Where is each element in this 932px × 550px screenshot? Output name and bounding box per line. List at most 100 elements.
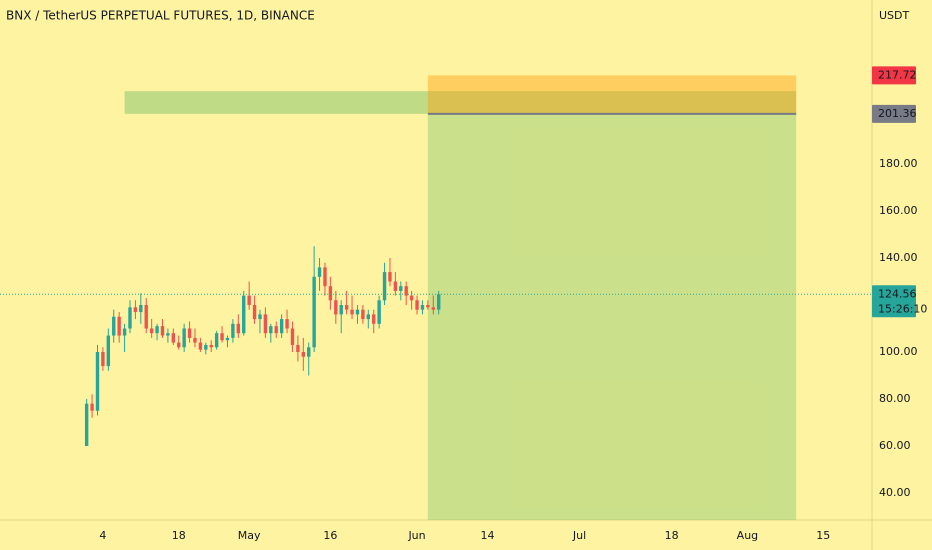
candle-body bbox=[372, 314, 376, 324]
candle-body bbox=[328, 286, 333, 301]
candle-body bbox=[122, 328, 127, 336]
candle-body bbox=[269, 326, 273, 334]
candle-body bbox=[236, 323, 241, 334]
candle-body bbox=[187, 328, 192, 338]
candle-body bbox=[160, 326, 165, 336]
candle-body bbox=[377, 300, 381, 324]
candle-body bbox=[279, 319, 284, 334]
candle-body bbox=[366, 314, 370, 320]
candle-body bbox=[214, 333, 219, 348]
candle-body bbox=[193, 337, 197, 343]
x-tick-label: May bbox=[238, 529, 261, 542]
candle-body bbox=[155, 326, 159, 334]
candle-body bbox=[209, 344, 213, 348]
candle-body bbox=[106, 335, 111, 367]
last-price-label: 124.56 bbox=[878, 287, 917, 300]
candle-body bbox=[382, 272, 387, 301]
candle-body bbox=[361, 309, 365, 320]
candle-body bbox=[415, 300, 419, 310]
candle-body bbox=[95, 351, 100, 411]
rectangle-zone bbox=[124, 91, 797, 114]
x-tick-label: 16 bbox=[323, 529, 337, 542]
candle-body bbox=[133, 307, 138, 313]
candle-body bbox=[242, 295, 246, 334]
candle-body bbox=[290, 328, 295, 345]
stop-zone bbox=[427, 75, 797, 114]
candle-body bbox=[420, 304, 425, 310]
stop-price-label: 217.72 bbox=[878, 68, 917, 81]
candle-body bbox=[274, 326, 278, 334]
candle-body bbox=[296, 344, 300, 352]
chart-title: BNX / TetherUS PERPETUAL FUTURES, 1D, BI… bbox=[6, 9, 315, 23]
x-tick-label: 15 bbox=[816, 529, 830, 542]
y-tick-label: 140.00 bbox=[879, 251, 918, 264]
y-tick-label: 100.00 bbox=[879, 345, 918, 358]
x-tick-label: Jun bbox=[407, 529, 425, 542]
y-tick-label: 80.00 bbox=[879, 392, 911, 405]
candle-body bbox=[431, 307, 435, 310]
y-tick-label: 160.00 bbox=[879, 204, 918, 217]
candle-body bbox=[128, 307, 132, 329]
candle-body bbox=[177, 342, 181, 348]
x-tick-label: 14 bbox=[480, 529, 494, 542]
entry-price-label: 201.36 bbox=[878, 107, 917, 120]
candle-body bbox=[285, 319, 289, 329]
candle-body bbox=[317, 267, 322, 277]
target-zone bbox=[427, 113, 797, 520]
candle-body bbox=[231, 323, 235, 338]
candle-body bbox=[426, 304, 430, 308]
y-tick-label: 60.00 bbox=[879, 439, 911, 452]
candle-body bbox=[409, 295, 414, 301]
y-tick-label: 180.00 bbox=[879, 157, 918, 170]
candle-body bbox=[252, 304, 257, 320]
last-price-label-bg bbox=[872, 285, 916, 318]
x-tick-label: 18 bbox=[665, 529, 679, 542]
candle-body bbox=[198, 342, 203, 350]
candle-body bbox=[84, 403, 89, 446]
candle-body bbox=[323, 267, 327, 287]
countdown-label: 15:26:10 bbox=[878, 302, 927, 315]
candle-body bbox=[166, 333, 170, 336]
candle-body bbox=[301, 351, 306, 357]
x-tick-label: Aug bbox=[737, 529, 758, 542]
candle-body bbox=[117, 316, 121, 336]
x-tick-label: 4 bbox=[99, 529, 106, 542]
candle-body bbox=[355, 309, 360, 315]
currency-label: USDT bbox=[879, 9, 910, 22]
candle-body bbox=[139, 304, 143, 313]
candle-body bbox=[404, 286, 408, 296]
candle-body bbox=[350, 309, 354, 315]
x-tick-label: Jul bbox=[572, 529, 586, 542]
candle-body bbox=[344, 304, 349, 310]
candle-body bbox=[101, 351, 105, 367]
stop-price-label-bg bbox=[872, 66, 916, 85]
candle-body bbox=[149, 328, 154, 334]
candle-body bbox=[204, 344, 208, 350]
candle-body bbox=[393, 281, 398, 291]
candle-body bbox=[112, 316, 116, 336]
candle-body bbox=[144, 304, 148, 329]
candles bbox=[84, 246, 441, 446]
candle-body bbox=[388, 272, 392, 282]
zones bbox=[124, 75, 797, 520]
candle-body bbox=[225, 337, 230, 341]
candle-body bbox=[334, 300, 338, 315]
candle-body bbox=[312, 276, 316, 348]
candle-body bbox=[263, 314, 268, 334]
candle-body bbox=[399, 286, 403, 291]
entry-price-label-bg bbox=[872, 104, 916, 123]
candle-body bbox=[247, 295, 251, 305]
y-tick-label: 40.00 bbox=[879, 486, 911, 499]
candle-body bbox=[437, 294, 441, 310]
candle-body bbox=[182, 328, 186, 348]
candle-body bbox=[307, 347, 311, 357]
candle-body bbox=[258, 314, 262, 320]
candle-body bbox=[171, 333, 176, 343]
candle-body bbox=[90, 403, 94, 411]
labels: 40.00 60.00 80.00 100.00 140.00 160.00 180.00 4… bbox=[0, 66, 927, 542]
candle-body bbox=[339, 304, 343, 315]
candle-body bbox=[220, 333, 224, 341]
